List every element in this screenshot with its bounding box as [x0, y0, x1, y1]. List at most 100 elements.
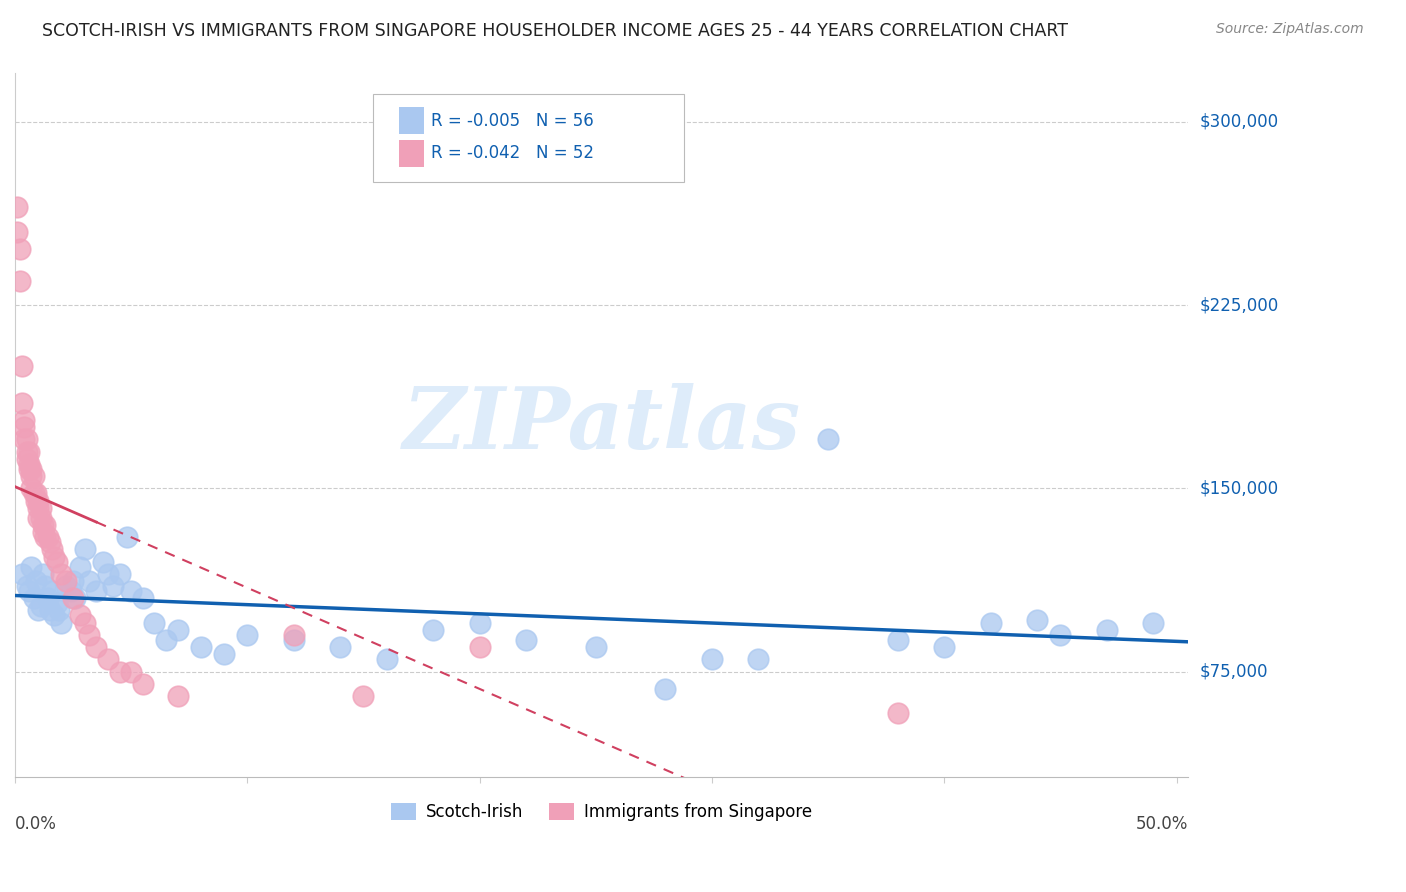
Point: [980, 615, 1002, 630]
Point: [55, 574, 77, 589]
Text: $225,000: $225,000: [1199, 296, 1278, 314]
Point: [700, 652, 723, 666]
Point: [31, 525, 53, 540]
Point: [18, 444, 41, 458]
Point: [101, 579, 124, 593]
Point: [25, 574, 48, 589]
Point: [27, 493, 49, 508]
Point: [654, 681, 676, 696]
Point: [11, 396, 34, 410]
Point: [38, 535, 60, 549]
Legend: Scotch-Irish, Immigrants from Singapore: Scotch-Irish, Immigrants from Singapore: [385, 797, 818, 828]
Text: Source: ZipAtlas.com: Source: ZipAtlas.com: [1216, 22, 1364, 37]
Point: [515, 632, 537, 647]
Point: [22, 591, 45, 606]
Point: [422, 623, 444, 637]
Point: [143, 615, 166, 630]
Point: [6, 200, 28, 214]
Point: [8, 242, 31, 256]
Point: [13, 413, 35, 427]
Point: [51, 566, 73, 581]
Point: [79, 628, 101, 642]
Point: [212, 648, 235, 662]
Point: [817, 433, 839, 447]
Point: [22, 469, 45, 483]
Point: [44, 608, 66, 623]
Point: [15, 444, 38, 458]
Point: [51, 615, 73, 630]
Point: [11, 566, 34, 581]
Point: [45, 555, 67, 569]
Text: R = -0.005   N = 56: R = -0.005 N = 56: [432, 112, 595, 130]
Point: [190, 640, 212, 654]
Point: [18, 457, 41, 471]
Point: [25, 486, 48, 500]
Point: [108, 665, 131, 679]
Point: [65, 591, 87, 606]
Point: [31, 566, 53, 581]
Point: [69, 608, 91, 623]
Point: [747, 652, 769, 666]
Point: [45, 596, 67, 610]
Point: [283, 632, 305, 647]
Point: [25, 493, 48, 508]
FancyBboxPatch shape: [399, 107, 425, 134]
Point: [13, 433, 35, 447]
Point: [18, 462, 41, 476]
Text: $300,000: $300,000: [1199, 113, 1278, 131]
Point: [41, 542, 63, 557]
Text: $150,000: $150,000: [1199, 479, 1278, 498]
Point: [15, 433, 38, 447]
Text: $75,000: $75,000: [1199, 663, 1268, 681]
Point: [6, 225, 28, 239]
Text: 0.0%: 0.0%: [15, 815, 56, 833]
Point: [15, 579, 38, 593]
Point: [55, 579, 77, 593]
Point: [887, 632, 910, 647]
Point: [8, 274, 31, 288]
Point: [132, 591, 155, 606]
Point: [18, 583, 41, 598]
Point: [353, 689, 375, 703]
Point: [97, 652, 120, 666]
Point: [11, 359, 34, 373]
Point: [934, 640, 956, 654]
Text: SCOTCH-IRISH VS IMMIGRANTS FROM SINGAPORE HOUSEHOLDER INCOME AGES 25 - 44 YEARS : SCOTCH-IRISH VS IMMIGRANTS FROM SINGAPOR…: [42, 22, 1069, 40]
Text: ZIPatlas: ZIPatlas: [402, 383, 800, 467]
Point: [283, 628, 305, 642]
Point: [585, 640, 607, 654]
Point: [73, 542, 96, 557]
Point: [73, 615, 96, 630]
Point: [84, 583, 107, 598]
Point: [120, 665, 142, 679]
Point: [84, 640, 107, 654]
Point: [166, 689, 188, 703]
Point: [30, 510, 52, 524]
Point: [34, 518, 56, 533]
Point: [166, 623, 188, 637]
Point: [27, 603, 49, 617]
Point: [97, 566, 120, 581]
Point: [34, 530, 56, 544]
Point: [1095, 623, 1118, 637]
Point: [468, 640, 491, 654]
Point: [155, 632, 177, 647]
Point: [69, 559, 91, 574]
Point: [48, 603, 70, 617]
Point: [120, 583, 142, 598]
Point: [20, 462, 42, 476]
Point: [375, 652, 398, 666]
Point: [20, 481, 42, 495]
Point: [30, 500, 52, 515]
Point: [15, 452, 38, 467]
Point: [91, 555, 114, 569]
FancyBboxPatch shape: [399, 140, 425, 167]
Point: [22, 486, 45, 500]
Point: [20, 469, 42, 483]
Point: [79, 574, 101, 589]
Point: [27, 510, 49, 524]
Point: [37, 530, 59, 544]
FancyBboxPatch shape: [373, 94, 683, 182]
Point: [1049, 628, 1071, 642]
Point: [329, 640, 352, 654]
